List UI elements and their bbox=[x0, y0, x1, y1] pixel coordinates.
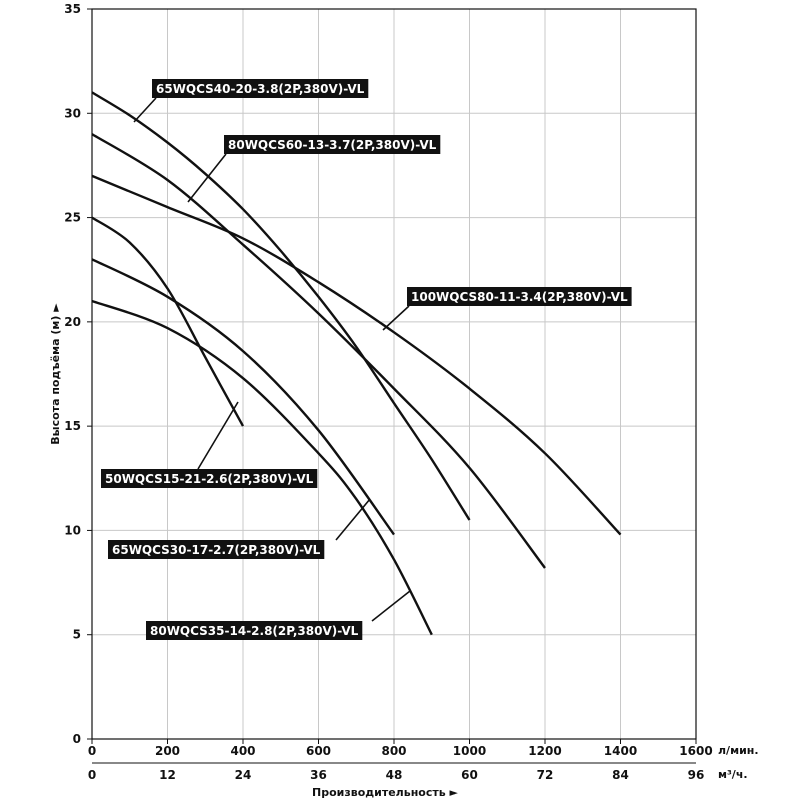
label-leader-5 bbox=[335, 498, 371, 541]
y-tick-label: 25 bbox=[64, 211, 81, 225]
series-label-text: 80WQCS60-13-3.7(2P,380V)-VL bbox=[228, 138, 437, 152]
x-tick-label: 1200 bbox=[528, 744, 561, 758]
y-tick-label: 0 bbox=[73, 732, 81, 746]
series-label-box bbox=[101, 469, 318, 488]
label-leader-3 bbox=[382, 305, 410, 331]
series-label-text: 65WQCS40-20-3.8(2P,380V)-VL bbox=[156, 82, 365, 96]
x2-tick-label: 72 bbox=[537, 768, 554, 782]
x2-tick-label: 0 bbox=[88, 768, 96, 782]
series-label-box bbox=[407, 287, 632, 306]
series-label-2: 80WQCS60-13-3.7(2P,380V)-VL bbox=[224, 135, 441, 154]
label-leader-4 bbox=[197, 401, 239, 470]
y-tick-label: 15 bbox=[64, 419, 81, 433]
series-label-box bbox=[152, 79, 369, 98]
series-curve-3 bbox=[91, 174, 622, 536]
x-tick-label: 800 bbox=[381, 744, 406, 758]
series-label-box bbox=[146, 621, 363, 640]
x-tick-label: 0 bbox=[88, 744, 96, 758]
series-label-4: 50WQCS15-21-2.6(2P,380V)-VL bbox=[101, 469, 318, 488]
x2-tick-label: 36 bbox=[310, 768, 327, 782]
x-tick-label: 1400 bbox=[604, 744, 637, 758]
series-label-5: 65WQCS30-17-2.7(2P,380V)-VL bbox=[108, 540, 325, 559]
x-axis-title: Производительность ► bbox=[312, 786, 459, 799]
x-tick-label: 1600 bbox=[679, 744, 712, 758]
series-label-1: 65WQCS40-20-3.8(2P,380V)-VL bbox=[152, 79, 369, 98]
series-curve-6 bbox=[91, 299, 433, 636]
ticks: 0020012400246003680048100060120072140084… bbox=[64, 2, 712, 782]
label-leader-1 bbox=[133, 97, 157, 123]
x2-tick-label: 84 bbox=[612, 768, 629, 782]
series-curve-5 bbox=[91, 258, 395, 536]
series-label-box bbox=[108, 540, 325, 559]
series-label-text: 65WQCS30-17-2.7(2P,380V)-VL bbox=[112, 543, 321, 557]
x-tick-label: 200 bbox=[155, 744, 180, 758]
y-axis-title: Высота подъёма (м) ► bbox=[49, 303, 62, 445]
label-leader-6 bbox=[371, 590, 411, 622]
series-label-6: 80WQCS35-14-2.8(2P,380V)-VL bbox=[146, 621, 363, 640]
x2-unit-label: м³/ч. bbox=[718, 768, 748, 781]
x2-tick-label: 24 bbox=[235, 768, 252, 782]
label-leader-2 bbox=[187, 153, 227, 203]
series-label-3: 100WQCS80-11-3.4(2P,380V)-VL bbox=[407, 287, 632, 306]
series-label-text: 100WQCS80-11-3.4(2P,380V)-VL bbox=[411, 290, 628, 304]
x2-tick-label: 96 bbox=[688, 768, 705, 782]
y-tick-label: 5 bbox=[73, 628, 81, 642]
x-tick-label: 400 bbox=[230, 744, 255, 758]
series-label-box bbox=[224, 135, 441, 154]
x-tick-label: 600 bbox=[306, 744, 331, 758]
y-tick-label: 20 bbox=[64, 315, 81, 329]
y-axis-title-text: Высота подъёма (м) bbox=[49, 316, 62, 445]
y-tick-label: 30 bbox=[64, 106, 81, 120]
series-label-text: 80WQCS35-14-2.8(2P,380V)-VL bbox=[150, 624, 359, 638]
x-unit-label: л/мин. bbox=[718, 744, 759, 757]
series-labels: 65WQCS40-20-3.8(2P,380V)-VL 80WQCS60-13-3… bbox=[101, 79, 632, 640]
x-tick-label: 1000 bbox=[453, 744, 486, 758]
x2-tick-label: 60 bbox=[461, 768, 478, 782]
y-tick-label: 35 bbox=[64, 2, 81, 16]
series-curve-2 bbox=[91, 133, 546, 569]
x2-tick-label: 48 bbox=[386, 768, 403, 782]
y-tick-label: 10 bbox=[64, 523, 81, 537]
curves bbox=[91, 91, 622, 636]
series-curve-4 bbox=[91, 216, 245, 427]
series-curve-1 bbox=[91, 91, 471, 521]
x2-tick-label: 12 bbox=[159, 768, 176, 782]
series-label-text: 50WQCS15-21-2.6(2P,380V)-VL bbox=[105, 472, 314, 486]
x-axis-title-text: Производительность bbox=[312, 786, 446, 799]
label-leaders bbox=[133, 97, 411, 622]
